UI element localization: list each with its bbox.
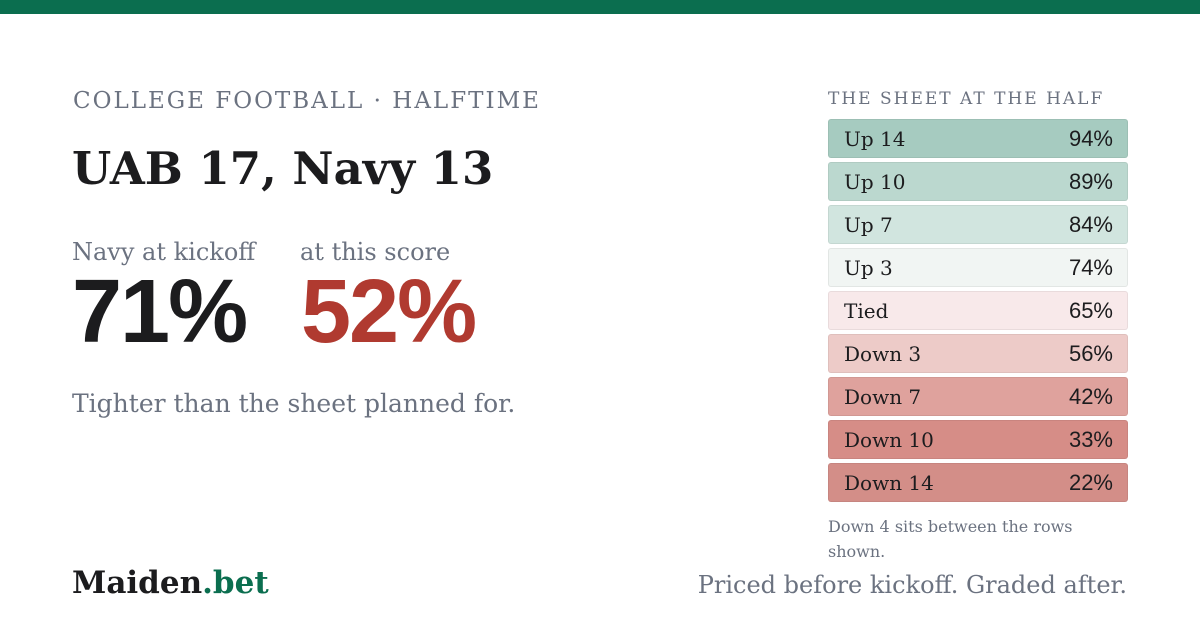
sheet-row: Up 7 84% [828, 205, 1128, 244]
sheet-row: Down 14 22% [828, 463, 1128, 502]
sheet-row-label: Up 7 [844, 212, 893, 237]
sheet-row: Up 10 89% [828, 162, 1128, 201]
sheet-row-label: Up 10 [844, 169, 906, 194]
footer-note: Priced before kickoff. Graded after. [697, 571, 1127, 599]
brand-logo[interactable]: Maiden.bet [72, 565, 269, 601]
sheet-row: Up 3 74% [828, 248, 1128, 287]
sheet-row-value: 33% [1068, 426, 1113, 452]
sheet-row-label: Up 3 [844, 255, 893, 280]
sheet-row: Up 14 94% [828, 119, 1128, 158]
kickoff-label: Navy at kickoff [72, 238, 256, 266]
sheet-row-value: 89% [1068, 168, 1113, 194]
sheet-row-value: 84% [1068, 211, 1113, 237]
sheet-row-value: 56% [1068, 340, 1113, 366]
headline: UAB 17, Navy 13 [72, 142, 494, 195]
brand-name: Maiden [72, 565, 203, 601]
tagline: Tighter than the sheet planned for. [72, 389, 516, 418]
sheet-row-value: 42% [1068, 383, 1113, 409]
sheet-row: Down 10 33% [828, 420, 1128, 459]
sheet-title: THE SHEET AT THE HALF [828, 89, 1105, 109]
sheet-row-label: Tied [844, 298, 889, 323]
sheet-row-label: Down 7 [844, 384, 922, 409]
sheet-row-value: 94% [1068, 125, 1113, 151]
sheet-table: Up 14 94% Up 10 89% Up 7 84% Up 3 74% Tied 65% Dow… [828, 119, 1128, 506]
sheet-row-label: Down 3 [844, 341, 922, 366]
sheet-row: Tied 65% [828, 291, 1128, 330]
score-label: at this score [300, 238, 451, 266]
kickoff-value: 71% [72, 262, 248, 362]
sheet-row-label: Down 10 [844, 427, 934, 452]
sheet-row-label: Up 14 [844, 126, 906, 151]
sheet-row-value: 74% [1068, 254, 1113, 280]
top-accent-bar [0, 0, 1200, 14]
kicker: COLLEGE FOOTBALL · HALFTIME [73, 88, 541, 114]
sheet-row-value: 22% [1068, 469, 1113, 495]
sheet-row: Down 7 42% [828, 377, 1128, 416]
sheet-row-value: 65% [1068, 297, 1113, 323]
score-value: 52% [301, 262, 477, 362]
sheet-row: Down 3 56% [828, 334, 1128, 373]
sheet-row-label: Down 14 [844, 470, 934, 495]
sheet-note: Down 4 sits between the rows shown. [828, 517, 1073, 561]
brand-suffix: .bet [202, 565, 269, 601]
